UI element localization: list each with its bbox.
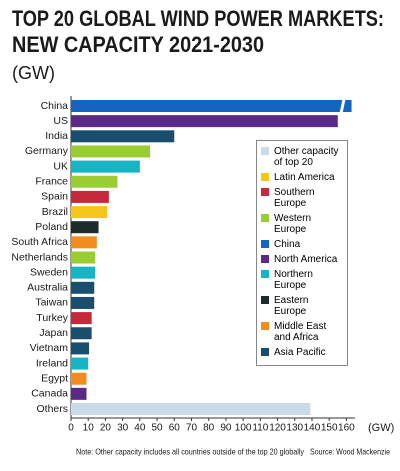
legend-item: China bbox=[261, 239, 343, 250]
axis-break bbox=[339, 99, 346, 113]
x-tick-label: 100 bbox=[235, 423, 252, 434]
bar bbox=[71, 296, 95, 309]
bar bbox=[71, 327, 92, 340]
bar bbox=[71, 281, 95, 294]
legend-swatch bbox=[261, 147, 269, 155]
bar bbox=[71, 221, 99, 234]
legend-item: North America bbox=[261, 254, 343, 265]
y-tick-label: Taiwan bbox=[35, 297, 68, 309]
y-tick-label: South Africa bbox=[11, 236, 68, 248]
x-tick-label: 30 bbox=[117, 423, 129, 434]
x-tick-label: 70 bbox=[186, 423, 198, 434]
bar bbox=[71, 190, 109, 203]
legend-swatch bbox=[261, 188, 269, 196]
bar bbox=[71, 206, 108, 219]
bar bbox=[71, 312, 92, 325]
y-tick-label: Poland bbox=[35, 221, 68, 233]
bar bbox=[71, 266, 96, 279]
legend-label: Northern Europe bbox=[274, 269, 313, 291]
y-tick-label: Spain bbox=[41, 191, 68, 203]
y-tick-label: Japan bbox=[39, 327, 68, 339]
legend-item: Northern Europe bbox=[261, 269, 343, 291]
chart-title: TOP 20 GLOBAL WIND POWER MARKETS: bbox=[12, 6, 384, 31]
y-tick-label: US bbox=[53, 115, 68, 127]
y-tick-label: Sweden bbox=[30, 266, 68, 278]
x-tick-label: 40 bbox=[134, 423, 146, 434]
y-tick-label: Netherlands bbox=[11, 251, 68, 263]
legend-item: Middle East and Africa bbox=[261, 321, 343, 343]
x-tick-label: 110 bbox=[252, 423, 268, 434]
legend-swatch bbox=[261, 322, 269, 330]
bar bbox=[71, 175, 118, 188]
x-tick-label: 20 bbox=[100, 423, 112, 434]
legend-label: North America bbox=[274, 254, 338, 265]
chart-subtitle: (GW) bbox=[12, 63, 55, 83]
legend-swatch bbox=[261, 214, 269, 222]
source: Source: Wood Mackenzie bbox=[310, 446, 390, 456]
legend-swatch bbox=[261, 296, 269, 304]
legend-item: Other capacity of top 20 bbox=[261, 146, 343, 168]
bar bbox=[71, 145, 151, 158]
y-tick-label: India bbox=[45, 130, 68, 142]
x-tick-label: 60 bbox=[169, 423, 181, 434]
bar bbox=[71, 115, 338, 128]
x-tick-label: 90 bbox=[220, 423, 232, 434]
y-tick-label: Ireland bbox=[36, 357, 68, 369]
x-tick-label: 0 bbox=[68, 423, 74, 434]
y-tick-label: Brazil bbox=[42, 206, 68, 218]
bar bbox=[71, 342, 90, 355]
legend-swatch bbox=[261, 270, 269, 278]
note: Note: Other capacity includes all countr… bbox=[76, 446, 305, 456]
bar bbox=[71, 236, 97, 249]
legend-item: Southern Europe bbox=[261, 187, 343, 209]
y-tick-label: Canada bbox=[31, 388, 68, 400]
y-tick-label: France bbox=[35, 176, 68, 188]
x-tick-label: 150 bbox=[321, 423, 338, 434]
legend-label: Latin America bbox=[274, 172, 335, 183]
legend-item: Latin America bbox=[261, 172, 343, 183]
bar bbox=[71, 372, 87, 385]
legend-swatch bbox=[261, 255, 269, 263]
bar bbox=[71, 387, 87, 400]
y-tick-label: Vietnam bbox=[30, 342, 69, 354]
x-tick-label: 130 bbox=[286, 423, 303, 434]
x-tick-label: 160 bbox=[338, 423, 355, 434]
legend-label: China bbox=[274, 239, 301, 250]
y-tick-label: Egypt bbox=[41, 372, 68, 384]
x-tick-label: 50 bbox=[151, 423, 163, 434]
legend-item: Eastern Europe bbox=[261, 295, 343, 317]
y-tick-label: Turkey bbox=[36, 312, 68, 324]
x-axis-label: (GW) bbox=[368, 422, 394, 434]
x-tick-label: 80 bbox=[203, 423, 215, 434]
legend-label: Southern Europe bbox=[274, 187, 315, 209]
legend-label: Western Europe bbox=[274, 213, 312, 235]
y-tick-label: China bbox=[41, 100, 69, 112]
y-tick-label: Others bbox=[36, 403, 68, 415]
bar bbox=[71, 160, 140, 173]
legend-item: Western Europe bbox=[261, 213, 343, 235]
bar bbox=[71, 130, 175, 143]
legend-swatch bbox=[261, 240, 269, 248]
x-tick-label: 120 bbox=[269, 423, 286, 434]
x-tick-label: 10 bbox=[83, 423, 95, 434]
legend-label: Eastern Europe bbox=[274, 295, 309, 317]
chart-title: NEW CAPACITY 2021-2030 bbox=[12, 32, 264, 57]
y-tick-label: Australia bbox=[27, 282, 68, 294]
y-tick-label: Germany bbox=[25, 145, 69, 157]
bar bbox=[71, 357, 89, 370]
bar bbox=[71, 100, 352, 112]
legend-label: Other capacity of top 20 bbox=[274, 146, 339, 168]
legend: Other capacity of top 20 Latin America Sou… bbox=[256, 140, 348, 366]
legend-item: Asia Pacific bbox=[261, 347, 343, 358]
legend-label: Middle East and Africa bbox=[274, 321, 327, 343]
bar bbox=[71, 403, 311, 415]
x-tick-label: 140 bbox=[304, 423, 321, 434]
legend-swatch bbox=[261, 348, 269, 356]
legend-label: Asia Pacific bbox=[274, 347, 326, 358]
y-tick-label: UK bbox=[53, 160, 68, 172]
legend-swatch bbox=[261, 173, 269, 181]
bar bbox=[71, 251, 96, 264]
